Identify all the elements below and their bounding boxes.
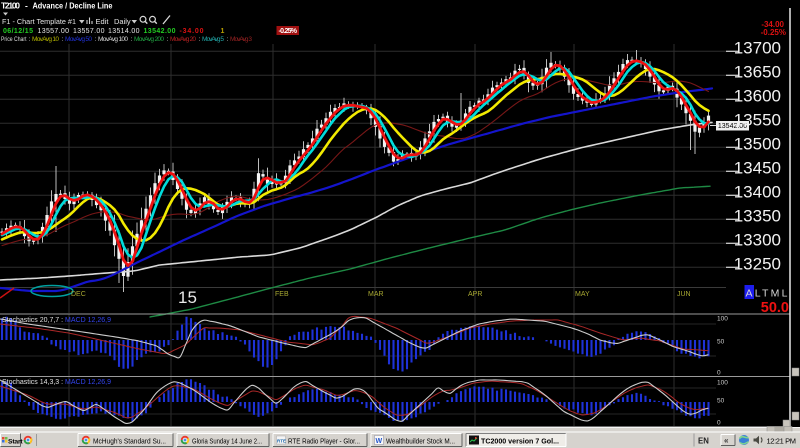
svg-text:13350: 13350 — [734, 207, 781, 226]
svg-text:-34.00: -34.00 — [180, 28, 204, 35]
svg-text:13542.00: 13542.00 — [718, 123, 747, 130]
svg-text:ALTML: ALTML — [746, 288, 788, 300]
svg-text:13542.00: 13542.00 — [144, 28, 176, 35]
svg-text:0: 0 — [717, 370, 721, 377]
svg-text:13600: 13600 — [734, 87, 781, 106]
svg-text:13400: 13400 — [734, 183, 781, 202]
svg-text:F1 - Chart Template #1: F1 - Chart Template #1 — [2, 17, 76, 26]
svg-text:Price Chart:MovAvg 10:MovAvg 5: Price Chart: MovAvg 10: MovAvg 50: MovAvg 1… — [1, 36, 252, 43]
svg-text:W: W — [376, 438, 383, 445]
svg-text:13514.00: 13514.00 — [108, 28, 140, 35]
svg-text:13250: 13250 — [734, 255, 781, 274]
svg-text:«: « — [724, 436, 729, 445]
svg-text:JUN: JUN — [677, 291, 691, 298]
svg-text:Start: Start — [8, 439, 23, 446]
svg-text:-0.25%: -0.25% — [761, 28, 786, 37]
svg-text:50: 50 — [717, 339, 725, 346]
svg-text:-34.00: -34.00 — [761, 20, 784, 29]
svg-text:13450: 13450 — [734, 159, 781, 178]
svg-text:1: 1 — [221, 28, 225, 35]
svg-text:13557.00: 13557.00 — [38, 28, 70, 35]
svg-text:13557.00: 13557.00 — [73, 28, 105, 35]
svg-text:100: 100 — [717, 380, 728, 387]
svg-text:RTE: RTE — [277, 439, 286, 444]
svg-text:Stochastics 20,7,7 : MACD 12,2: Stochastics 20,7,7 : MACD 12,26,9 — [2, 317, 111, 324]
svg-text:50: 50 — [717, 398, 725, 405]
svg-text:McHugh's Standard Su...: McHugh's Standard Su... — [93, 437, 166, 446]
svg-text:15: 15 — [178, 288, 197, 307]
svg-text:13300: 13300 — [734, 231, 781, 250]
svg-text:Edit: Edit — [96, 17, 110, 26]
svg-text:FEB: FEB — [275, 291, 289, 298]
svg-text:RTE Radio Player - Glor...: RTE Radio Player - Glor... — [288, 437, 360, 446]
svg-text:Gloria Sunday 14 June 2...: Gloria Sunday 14 June 2... — [192, 437, 262, 446]
svg-text:Stochastics 14,3,3 : MACD 12,2: Stochastics 14,3,3 : MACD 12,26,9 — [2, 379, 111, 386]
svg-text:0: 0 — [717, 420, 721, 427]
svg-text:TC2000 version 7 Gol...: TC2000 version 7 Gol... — [481, 437, 559, 446]
svg-text:MAR: MAR — [368, 291, 384, 298]
svg-text:13700: 13700 — [734, 39, 781, 58]
svg-text:EN: EN — [698, 437, 709, 446]
svg-text:APR: APR — [468, 291, 482, 298]
svg-text:MAY: MAY — [575, 291, 590, 298]
svg-text:06/12/15: 06/12/15 — [3, 28, 33, 35]
svg-text:Wealthbuilder Stock M...: Wealthbuilder Stock M... — [386, 437, 455, 446]
svg-text:13550: 13550 — [734, 111, 781, 130]
svg-text:13650: 13650 — [734, 63, 781, 82]
svg-text:13500: 13500 — [734, 135, 781, 154]
svg-text:50.0: 50.0 — [761, 300, 789, 316]
svg-text:-0.25%: -0.25% — [279, 28, 298, 35]
svg-text:100: 100 — [717, 316, 728, 323]
svg-text:DEC: DEC — [71, 291, 86, 298]
svg-text:12:21 PM: 12:21 PM — [767, 436, 797, 445]
svg-text:Daily: Daily — [114, 17, 131, 26]
svg-text:T2100-Advance / Decline Line: T2100- Advance / Decline Line — [1, 1, 113, 11]
